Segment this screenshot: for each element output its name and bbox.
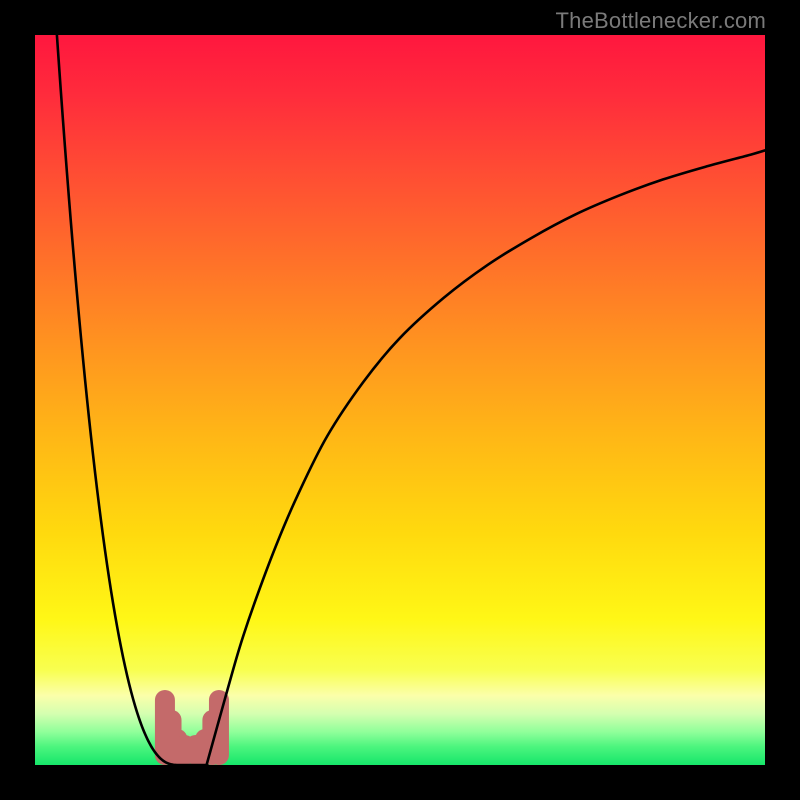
trough-marker — [209, 690, 229, 765]
bottleneck-curve-chart — [35, 35, 765, 765]
watermark-text: TheBottlenecker.com — [556, 8, 766, 34]
chart-background — [35, 35, 765, 765]
